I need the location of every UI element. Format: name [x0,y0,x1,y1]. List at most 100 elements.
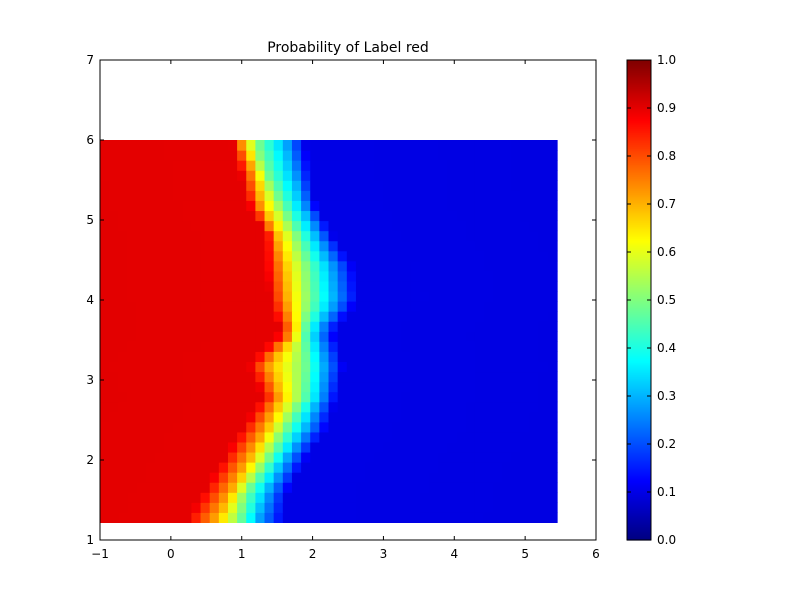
heatmap-cell [328,210,339,222]
heatmap-cell [227,210,238,222]
heatmap-cell [346,240,357,252]
heatmap-cell [383,240,394,252]
heatmap-cell [429,240,439,252]
heatmap-cell [438,140,448,151]
heatmap-cell [419,472,430,483]
heatmap-cell [237,421,247,433]
heatmap-cell [227,371,238,383]
heatmap-cell [145,180,156,191]
heatmap-cell [419,441,430,453]
heatmap-cell [355,321,366,332]
colorbar-band [627,200,651,203]
heatmap-cell [438,351,448,362]
heatmap-cell [301,451,311,463]
heatmap-cell [355,482,366,493]
heatmap-cell [227,492,238,503]
heatmap-cell [502,280,512,292]
heatmap-cell [145,331,156,342]
heatmap-cell [173,140,183,151]
heatmap-cell [456,341,467,352]
heatmap-cell [291,421,302,433]
heatmap-cell [547,160,558,171]
heatmap-cell [264,301,275,312]
heatmap-cell [465,451,476,463]
heatmap-cell [209,160,220,171]
heatmap-cell [383,230,394,242]
heatmap-cell [209,290,220,302]
heatmap-cell [365,482,375,493]
heatmap-cell [301,371,311,383]
heatmap-cell [237,290,247,302]
heatmap-cell [520,411,531,423]
heatmap-cell [173,150,183,161]
heatmap-cell [319,190,330,201]
heatmap-cell [374,451,384,463]
heatmap-cell [429,512,439,523]
heatmap-cell [438,321,448,332]
heatmap-cell [209,170,220,181]
colorbar-band [627,420,651,423]
heatmap-cell [419,230,430,242]
heatmap-cell [529,230,540,242]
heatmap-cell [502,361,512,373]
heatmap-cell [538,411,549,423]
heatmap-cell [145,311,156,322]
colorbar-band [627,72,651,75]
heatmap-cell [502,170,512,181]
heatmap-cell [109,441,119,453]
heatmap-cell [182,150,193,161]
heatmap-cell [511,512,522,523]
heatmap-cell [282,180,293,191]
heatmap-cell [136,341,147,352]
heatmap-cell [209,230,220,242]
heatmap-cell [465,200,476,212]
heatmap-cell [301,280,311,292]
heatmap-cell [520,160,531,171]
heatmap-cell [483,401,494,413]
heatmap-cell [483,451,494,463]
heatmap-cell [401,210,412,222]
heatmap-cell [465,462,476,473]
heatmap-cell [191,441,202,453]
colorbar-band [627,380,651,383]
heatmap-cell [493,220,503,232]
x-tick-label: 0 [167,547,175,561]
x-tick-label: 4 [450,547,458,561]
heatmap-cell [310,270,320,282]
heatmap-cell [483,421,494,433]
heatmap-cell [310,431,320,443]
heatmap-cell [100,150,110,161]
heatmap-cell [456,462,467,473]
heatmap-cell [447,462,458,473]
heatmap-cell [127,431,138,443]
heatmap-cell [100,502,110,513]
heatmap-cell [154,301,165,312]
heatmap-cell [365,250,375,262]
heatmap-cell [511,462,522,473]
heatmap-cell [419,482,430,493]
colorbar-band [627,128,651,131]
heatmap-cell [163,260,174,272]
heatmap-cell [538,220,549,232]
heatmap-cell [118,431,129,443]
colorbar-tick-labels: 0.00.10.20.30.40.50.60.70.80.91.0 [657,53,676,547]
heatmap-cell [438,512,448,523]
heatmap-cell [200,431,211,443]
heatmap-cell [163,230,174,242]
heatmap-cell [118,401,129,413]
heatmap-cell [346,391,357,403]
heatmap-cell [301,502,311,513]
heatmap-cell [474,321,485,332]
heatmap-cell [127,240,138,252]
heatmap-cell [410,311,421,322]
heatmap-cell [511,441,522,453]
heatmap-cell [529,301,540,312]
heatmap-cell [255,311,266,322]
heatmap-cell [511,482,522,493]
heatmap-cell [465,190,476,201]
heatmap-cell [511,210,522,222]
heatmap-cell [465,250,476,262]
heatmap-cell [136,321,147,332]
heatmap-cell [227,180,238,191]
heatmap-cell [465,290,476,302]
